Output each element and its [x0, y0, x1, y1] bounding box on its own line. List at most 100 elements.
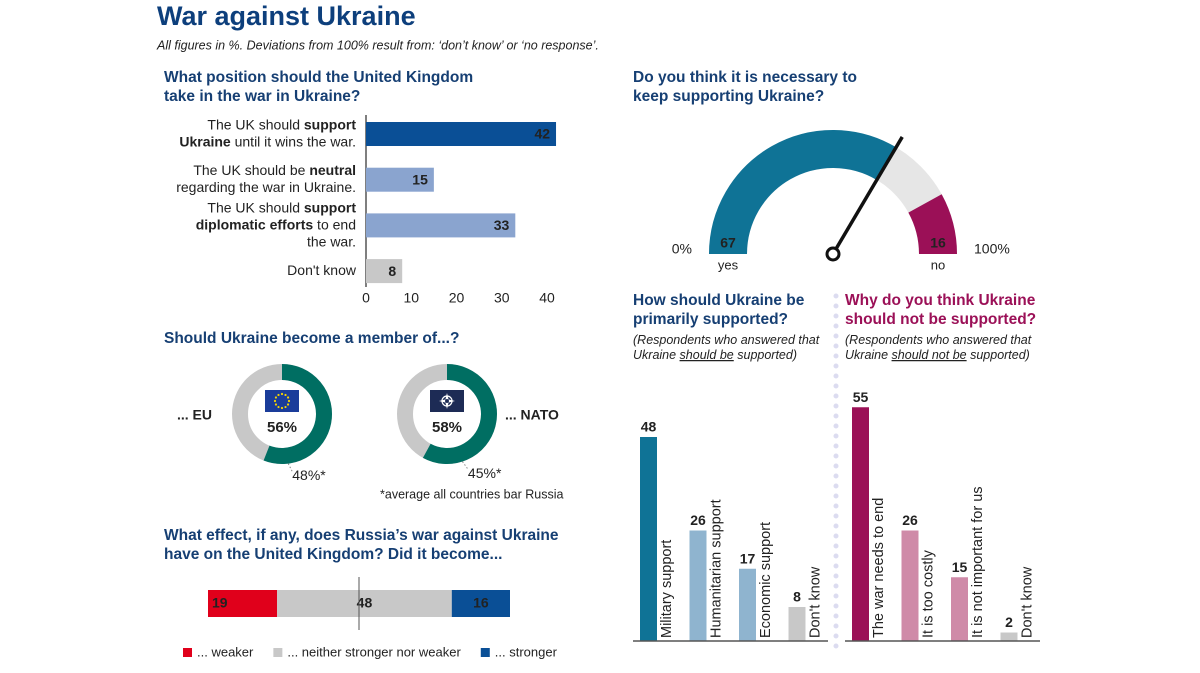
- value-label: 15: [412, 171, 428, 187]
- flag-star: [277, 405, 280, 409]
- flag-emblem: [439, 393, 455, 409]
- x-tick-label: 40: [539, 290, 555, 306]
- category-label: It is not important for us: [970, 486, 986, 638]
- series-name: yes: [718, 257, 739, 272]
- value-label: 15: [952, 559, 968, 575]
- text-part: to end: [313, 216, 356, 232]
- legend-swatch: [273, 648, 283, 657]
- donut-label: ... NATO: [505, 407, 559, 423]
- bar: [739, 568, 756, 641]
- category-label: Don't know: [807, 566, 823, 638]
- value-label: 16: [930, 235, 946, 251]
- chart-title: Do you think it is necessary to: [633, 69, 857, 86]
- flag: [430, 390, 464, 412]
- category-label: Military support: [659, 540, 675, 638]
- text-part: Ukraine: [179, 133, 231, 149]
- value-label: 19: [212, 595, 228, 611]
- text-part: Ukraine: [845, 348, 892, 362]
- text-part: (Respondents who answered that: [845, 333, 1032, 347]
- bar-segment: [451, 590, 510, 617]
- needle-hub: [825, 246, 841, 262]
- chart-title: should not be supported?: [845, 311, 1036, 328]
- category-label: regarding the war in Ukraine.: [176, 179, 356, 195]
- text-part: The UK should be: [193, 162, 309, 178]
- bar: [366, 259, 403, 284]
- chart-title: What effect, if any, does Russia’s war a…: [164, 527, 559, 544]
- value-label: 26: [690, 512, 706, 528]
- text-part: supported): [967, 348, 1030, 362]
- value-label: 33: [494, 217, 510, 233]
- value-label: 42: [534, 126, 550, 142]
- average-marker: [462, 461, 469, 470]
- text-part: should be: [680, 348, 734, 362]
- chart-subtitle: (Respondents who answered that: [845, 333, 1032, 347]
- bar: [1000, 632, 1018, 641]
- category-label: Economic support: [758, 522, 774, 638]
- flag-star: [286, 403, 290, 406]
- value-label: 8: [793, 589, 801, 605]
- bar: [788, 607, 806, 641]
- value-label: 2: [1005, 614, 1013, 630]
- value-label: 26: [902, 512, 918, 528]
- value-label: 48: [641, 419, 657, 435]
- text-part: support: [304, 199, 356, 215]
- value-label: 48: [357, 595, 373, 611]
- chart-subtitle: Ukraine should not be supported): [845, 348, 1030, 362]
- text-part: support: [304, 116, 356, 132]
- text-part: diplomatic efforts: [196, 216, 314, 232]
- legend-swatch: [183, 648, 192, 657]
- category-label: The UK should support: [207, 116, 356, 132]
- needle: [831, 136, 904, 255]
- category-label: Ukraine until it wins the war.: [179, 133, 356, 149]
- text-part: until it wins the war.: [231, 133, 356, 149]
- category-label: Don't know: [287, 262, 357, 278]
- average-label: 48%*: [292, 467, 326, 483]
- gauge-segment: [908, 194, 957, 255]
- legend-label: ... neither stronger nor weaker: [287, 644, 461, 659]
- chart-subtitle: Ukraine should be supported): [633, 348, 797, 362]
- value-label: 58%: [432, 419, 462, 436]
- text-part: the war.: [307, 233, 356, 249]
- bar: [689, 530, 707, 641]
- value-label: 17: [740, 550, 756, 566]
- category-label: Don't know: [1019, 566, 1035, 638]
- category-label: The UK should be neutral: [193, 162, 356, 178]
- text-part: Ukraine: [633, 348, 680, 362]
- bar: [852, 407, 869, 641]
- chart-title: have on the United Kingdom? Did it becom…: [164, 546, 502, 563]
- donut-label: ... EU: [177, 407, 212, 423]
- flag-star: [277, 393, 280, 397]
- bar: [901, 530, 919, 641]
- value-label: 55: [853, 389, 869, 405]
- value-label: 67: [720, 235, 736, 251]
- page-title: War against Ukraine: [157, 1, 416, 31]
- text-part: supported): [734, 348, 797, 362]
- text-part: The UK should: [207, 199, 304, 215]
- flag: [265, 390, 299, 412]
- gauge-segment: [709, 130, 897, 255]
- average-marker: [287, 463, 293, 472]
- legend-swatch: [480, 648, 490, 657]
- donut-segment: [263, 364, 332, 464]
- text-part: should not be: [892, 348, 967, 362]
- category-label: Humanitarian support: [708, 499, 724, 638]
- average-label: 45%*: [468, 465, 502, 481]
- value-label: 16: [473, 595, 489, 611]
- nato-flag: [430, 390, 464, 412]
- flag-star: [280, 406, 284, 410]
- value-label: 8: [388, 263, 396, 279]
- chart-title: How should Ukraine be: [633, 292, 805, 309]
- flag-star: [273, 399, 277, 403]
- category-label: It is too costly: [920, 549, 936, 638]
- text-part: regarding the war in Ukraine.: [176, 179, 356, 195]
- flag-star: [284, 405, 287, 409]
- bar: [366, 167, 434, 192]
- page-subtitle: All figures in %. Deviations from 100% r…: [156, 38, 599, 52]
- bar: [366, 213, 516, 238]
- bar: [951, 577, 968, 641]
- tick-label: 100%: [974, 241, 1010, 257]
- text-part: The UK should: [207, 116, 304, 132]
- category-label: the war.: [307, 233, 356, 249]
- flag-star: [274, 403, 278, 406]
- category-label: The UK should support: [207, 199, 356, 215]
